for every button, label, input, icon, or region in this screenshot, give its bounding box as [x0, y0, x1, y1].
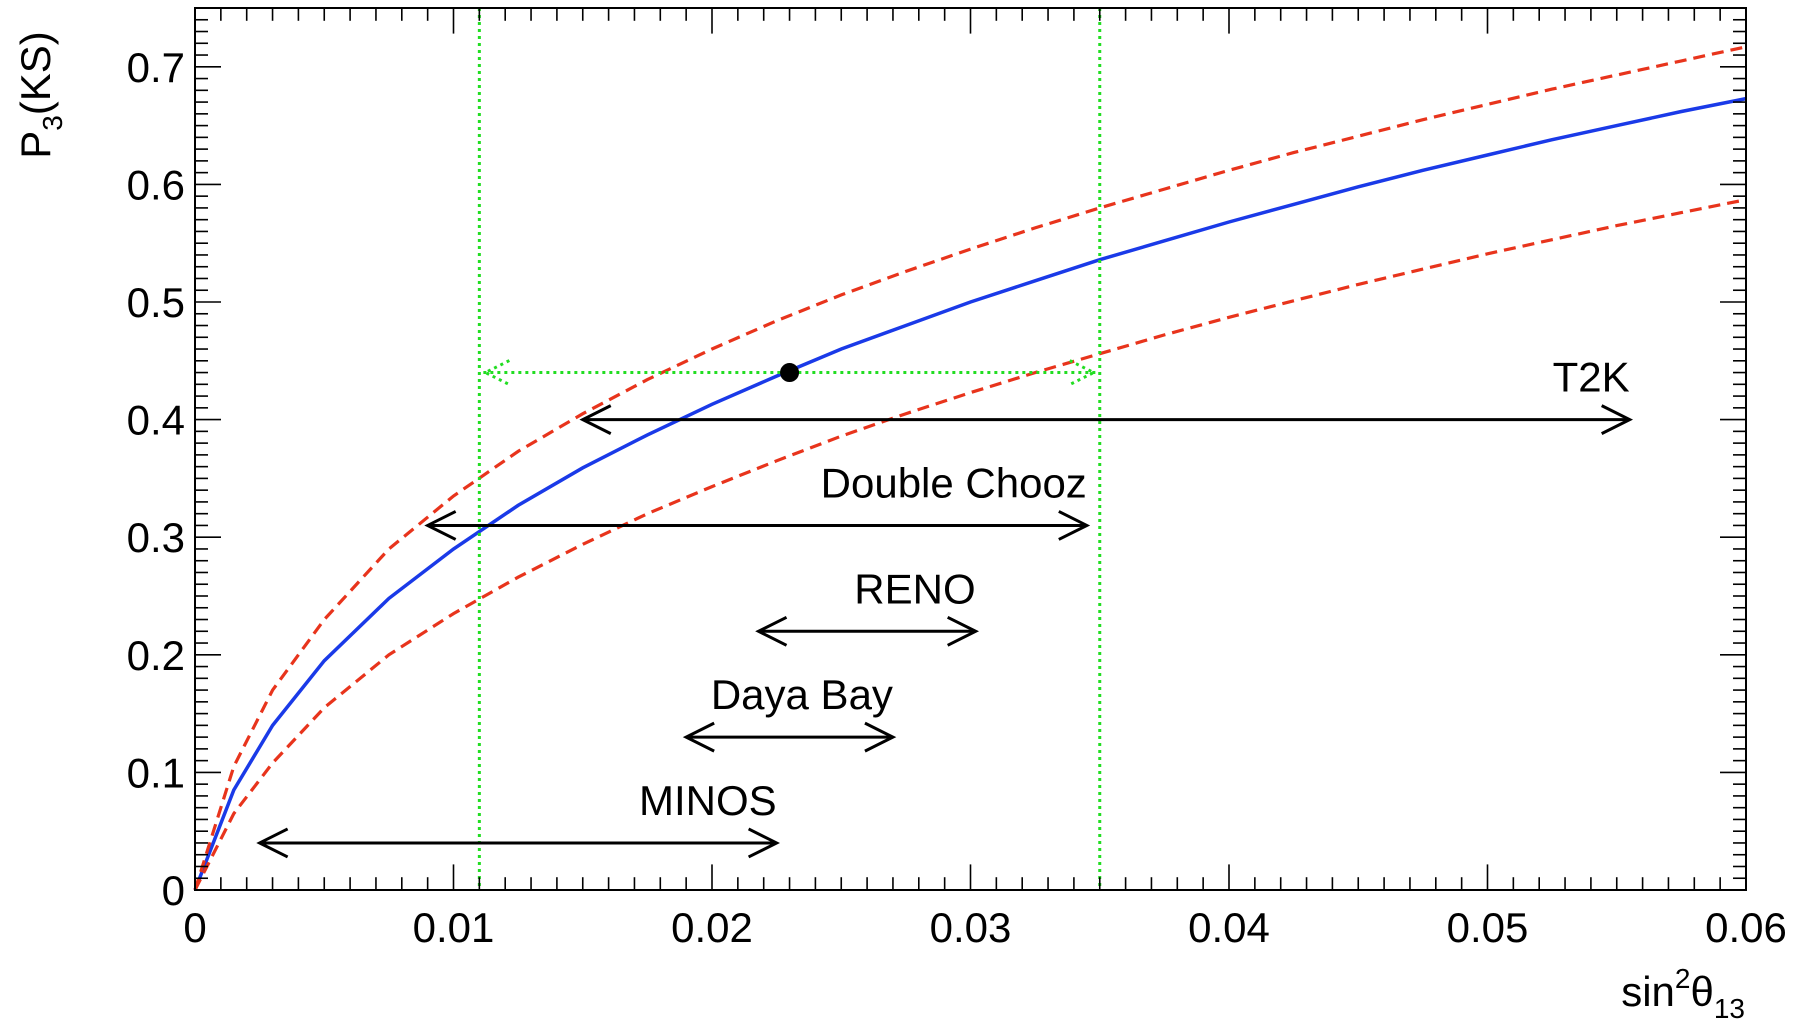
reno-right-arrowhead: [946, 615, 980, 647]
daya-bay-left-arrowhead: [682, 721, 715, 753]
y-tick-label: 0: [162, 867, 185, 914]
x-axis-title-symbol: θ: [1690, 968, 1713, 1015]
band-left-arrowhead: [481, 359, 511, 386]
t2k-label: T2K: [1553, 354, 1630, 401]
minos-left-arrowhead: [256, 827, 289, 859]
error-curve-2: [193, 198, 1747, 891]
t2k-right-arrowhead: [1601, 404, 1634, 435]
ranges-layer: T2K Double Chooz RENO Daya Bay MINOS: [256, 354, 1634, 859]
y-tick-label: 0.3: [127, 514, 185, 561]
y-tick-label: 0.7: [127, 44, 185, 91]
x-tick-label: 0: [183, 904, 206, 951]
t2k-left-arrowhead: [579, 404, 612, 435]
daya-bay-label: Daya Bay: [711, 671, 893, 718]
plot-frame: [194, 7, 1747, 891]
x-tick-label: 0.01: [413, 904, 495, 951]
y-axis-title: P3(KS): [12, 31, 68, 159]
x-tick-label: 0.02: [671, 904, 753, 951]
band-layer: [477, 8, 1102, 890]
x-tick-label: 0.06: [1705, 904, 1787, 951]
x-axis-title: sin2θ13: [1621, 963, 1745, 1024]
minos-label: MINOS: [639, 777, 777, 824]
x-tick-label: 0.03: [930, 904, 1012, 951]
y-axis-title-base: P: [12, 131, 59, 159]
error-curve-1: [193, 45, 1747, 891]
minos-right-arrowhead: [747, 827, 780, 859]
x-tick-label: 0.05: [1447, 904, 1529, 951]
central-point-marker: [780, 363, 800, 383]
x-tick-label: 0.04: [1188, 904, 1270, 951]
x-axis-title-base: sin: [1621, 968, 1675, 1015]
y-tick-label: 0.1: [127, 749, 185, 796]
reno-label: RENO: [854, 565, 975, 612]
double-chooz-left-arrowhead: [424, 510, 457, 541]
y-axis-title-rest: (KS): [12, 31, 59, 115]
x-axis-title-sup: 2: [1675, 963, 1691, 994]
ticks-layer: 0 0.01 0.02 0.03 0.04 0.05 0.06 0 0.1 0.2 0.3 0.4 0.…: [127, 7, 1787, 951]
double-chooz-right-arrowhead: [1058, 510, 1091, 541]
curves-layer: [193, 45, 1747, 891]
band-right-arrowhead: [1069, 359, 1098, 386]
x-axis-title-sub: 13: [1714, 993, 1745, 1024]
y-tick-label: 0.6: [127, 161, 185, 208]
double-chooz-label: Double Chooz: [821, 459, 1087, 506]
plot-frame-layer: [194, 7, 1747, 891]
y-tick-label: 0.2: [127, 632, 185, 679]
daya-bay-right-arrowhead: [864, 721, 897, 753]
y-tick-label: 0.5: [127, 279, 185, 326]
y-axis-title-sub: 3: [37, 115, 68, 131]
central-curve: [193, 96, 1747, 891]
reno-left-arrowhead: [755, 615, 788, 647]
y-tick-label: 0.4: [127, 397, 185, 444]
